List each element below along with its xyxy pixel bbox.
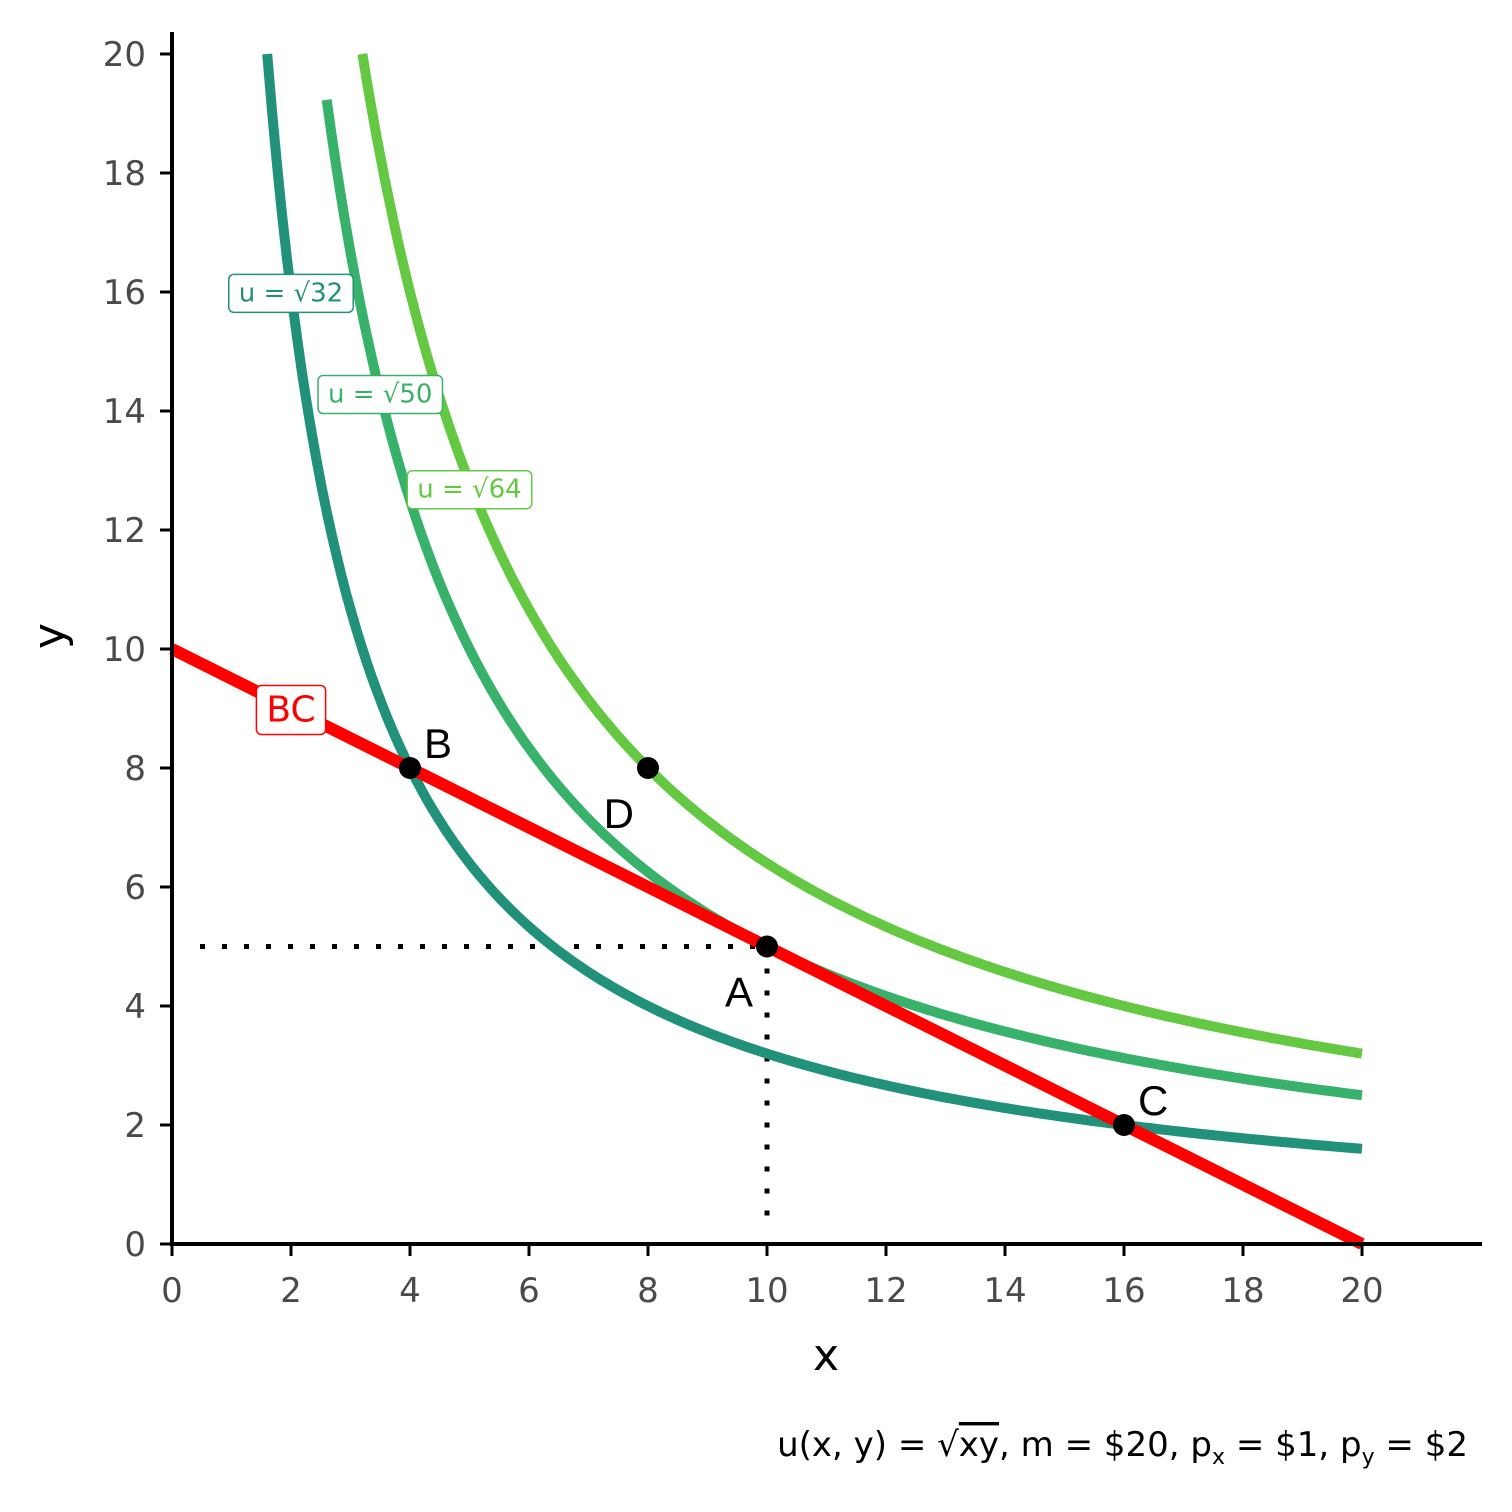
x-tick-label: 2 bbox=[280, 1271, 302, 1311]
caption: u(x, y) = √xy, m = $20, px = $1, py = $2 bbox=[777, 1425, 1468, 1470]
caption-py-value: = $2 bbox=[1375, 1425, 1468, 1465]
point-c bbox=[1113, 1114, 1135, 1136]
y-tick-label: 20 bbox=[103, 35, 146, 75]
y-tick-label: 10 bbox=[103, 630, 146, 670]
y-tick-label: 14 bbox=[103, 392, 146, 432]
x-tick-label: 10 bbox=[745, 1271, 788, 1311]
y-tick-label: 8 bbox=[124, 749, 146, 789]
indifference-curve bbox=[262, 53, 1363, 1154]
curve-label-3: u = √64 bbox=[406, 469, 533, 510]
point-label: B bbox=[424, 720, 452, 767]
curve-label-1: u = √32 bbox=[228, 273, 354, 314]
y-tick-label: 16 bbox=[103, 273, 146, 313]
point-a bbox=[756, 935, 778, 958]
points: A B C D bbox=[399, 720, 1168, 1136]
curve-label-3-box bbox=[406, 469, 533, 510]
point-b bbox=[399, 757, 421, 779]
x-tick-label: 18 bbox=[1221, 1271, 1264, 1311]
indifference-curves bbox=[262, 53, 1363, 1154]
point-label: D bbox=[604, 790, 634, 837]
caption-income: , m = $20, p bbox=[999, 1425, 1212, 1465]
x-tick-label: 12 bbox=[864, 1271, 907, 1311]
caption-utility: u(x, y) = bbox=[777, 1425, 937, 1465]
curve-label-3-text: u = √64 bbox=[417, 475, 521, 505]
x-tick-label: 4 bbox=[399, 1271, 421, 1311]
y-axis-title: y bbox=[24, 623, 75, 649]
budget-line-label-box bbox=[255, 684, 327, 736]
curve-label-2-box bbox=[317, 374, 444, 415]
x-tick-label: 16 bbox=[1102, 1271, 1145, 1311]
y-tick-label: 18 bbox=[103, 154, 146, 194]
ticks: 0 2 4 6 8 10 12 14 16 18 20 0 2 4 6 8 10 12 14 16 18 20 bbox=[103, 35, 1384, 1311]
point-label: C bbox=[1138, 1077, 1168, 1124]
budget-line-label: BC bbox=[255, 684, 327, 736]
indifference-curve bbox=[357, 53, 1363, 1059]
x-tick-label: 14 bbox=[983, 1271, 1026, 1311]
point-d bbox=[637, 757, 659, 779]
caption-px-value: = $1, p bbox=[1225, 1425, 1362, 1465]
curve-label-1-text: u = √32 bbox=[239, 278, 343, 308]
y-tick-label: 0 bbox=[124, 1225, 146, 1265]
caption-radicand: xy bbox=[959, 1425, 999, 1465]
indifference-curve bbox=[321, 99, 1363, 1101]
y-tick-label: 2 bbox=[124, 1106, 146, 1146]
curve-label-2-text: u = √50 bbox=[328, 380, 432, 410]
x-tick-label: 0 bbox=[161, 1271, 183, 1311]
caption-py-sub: y bbox=[1362, 1445, 1375, 1470]
curve-label-2: u = √50 bbox=[317, 374, 444, 415]
x-tick-label: 8 bbox=[637, 1271, 659, 1311]
point-label: A bbox=[725, 969, 753, 1016]
caption-sqrt-sign: √ bbox=[937, 1425, 959, 1465]
x-tick-label: 20 bbox=[1340, 1271, 1383, 1311]
caption-px-sub: x bbox=[1212, 1445, 1225, 1470]
curve-label-1-box bbox=[228, 273, 354, 314]
curve-labels: u = √32 u = √50 u = √64 BC bbox=[228, 273, 533, 736]
reference-lines bbox=[200, 944, 770, 1232]
x-tick-label: 6 bbox=[518, 1271, 540, 1311]
budget-line-label-text: BC bbox=[266, 689, 315, 730]
y-tick-label: 12 bbox=[103, 511, 146, 551]
x-axis-title: x bbox=[813, 1330, 839, 1381]
y-tick-label: 6 bbox=[124, 868, 146, 908]
y-tick-label: 4 bbox=[124, 987, 146, 1027]
axes bbox=[170, 32, 1482, 1246]
